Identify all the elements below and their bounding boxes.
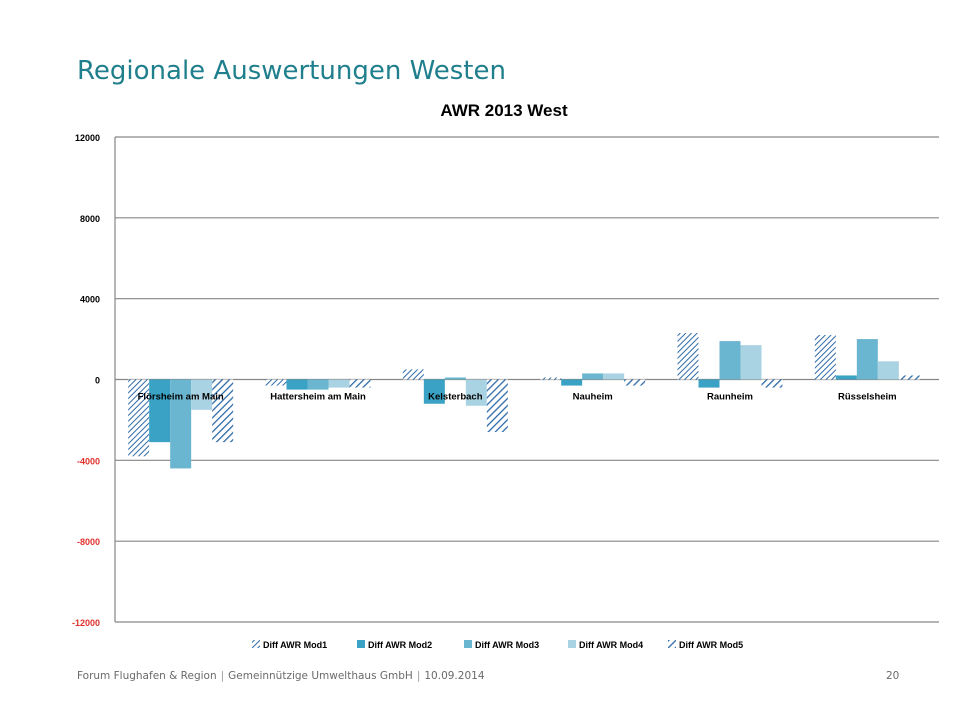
bar: [149, 379, 171, 443]
bar: [486, 379, 508, 433]
y-tick-label: 4000: [80, 295, 100, 305]
footer-company: Gemeinnützige Umwelthaus GmbH: [228, 670, 413, 682]
bar: [212, 379, 234, 443]
bar: [582, 373, 604, 380]
bar: [328, 379, 350, 388]
y-tick-label: 8000: [80, 214, 100, 224]
bar: [719, 341, 741, 380]
x-category-label: Hattersheim am Main: [270, 392, 366, 403]
footer-date: 10.09.2014: [424, 670, 485, 682]
page-number: 20: [886, 670, 900, 682]
footer: Forum Flughafen & Region | Gemeinnützige U…: [77, 670, 485, 682]
y-tick-label: 12000: [75, 133, 100, 143]
legend-swatch: [668, 640, 676, 648]
bar: [170, 379, 192, 469]
legend-label: Diff AWR Mod4: [579, 640, 643, 650]
x-category-label: Nauheim: [573, 392, 613, 403]
bar: [191, 379, 213, 410]
y-tick-label: -8000: [77, 537, 100, 547]
axis-labels: 12000 8000 4000 0 -4000 -8000 -12000 Flörsheim …: [72, 133, 897, 628]
bar: [423, 379, 445, 404]
bar: [603, 373, 625, 380]
bar: [128, 379, 150, 457]
legend-swatch: [568, 640, 576, 648]
bar: [540, 377, 562, 380]
bar: [402, 369, 424, 380]
bar: [835, 375, 857, 380]
gridlines: [114, 136, 939, 623]
footer-separator: |: [220, 670, 225, 682]
bar: [286, 379, 308, 390]
x-category-label: Raunheim: [707, 392, 753, 403]
footer-separator: |: [416, 670, 421, 682]
bar: [444, 377, 466, 380]
bar: [465, 379, 487, 406]
x-category-label: Rüsselsheim: [838, 392, 897, 403]
bar: [856, 339, 878, 380]
bar: [761, 379, 783, 388]
legend-swatch: [464, 640, 472, 648]
bar: [698, 379, 720, 388]
bar: [561, 379, 583, 386]
x-category-label: Flörsheim am Main: [138, 392, 224, 403]
bar: [307, 379, 329, 390]
x-category-label: Kelsterbach: [428, 392, 483, 403]
bar: [624, 379, 646, 386]
legend-label: Diff AWR Mod5: [679, 640, 743, 650]
bar: [349, 379, 371, 388]
bars: [128, 333, 920, 469]
footer-organization: Forum Flughafen & Region: [77, 670, 217, 682]
bar: [898, 375, 920, 380]
bar: [814, 335, 836, 380]
y-tick-label: 0: [95, 376, 100, 386]
chart-title: AWR 2013 West: [440, 101, 568, 120]
bar: [877, 361, 899, 380]
bar: [677, 333, 699, 380]
legend-label: Diff AWR Mod2: [368, 640, 432, 650]
y-tick-label: -4000: [77, 456, 100, 466]
legend-swatch: [357, 640, 365, 648]
bar: [740, 345, 762, 380]
bar: [265, 379, 287, 386]
legend: Diff AWR Mod1 Diff AWR Mod2 Diff AWR Mod3 D…: [252, 640, 743, 650]
slide-title: Regionale Auswertungen Westen: [77, 56, 506, 86]
y-tick-label: -12000: [72, 618, 100, 628]
legend-label: Diff AWR Mod3: [475, 640, 539, 650]
legend-swatch: [252, 640, 260, 648]
legend-label: Diff AWR Mod1: [263, 640, 327, 650]
